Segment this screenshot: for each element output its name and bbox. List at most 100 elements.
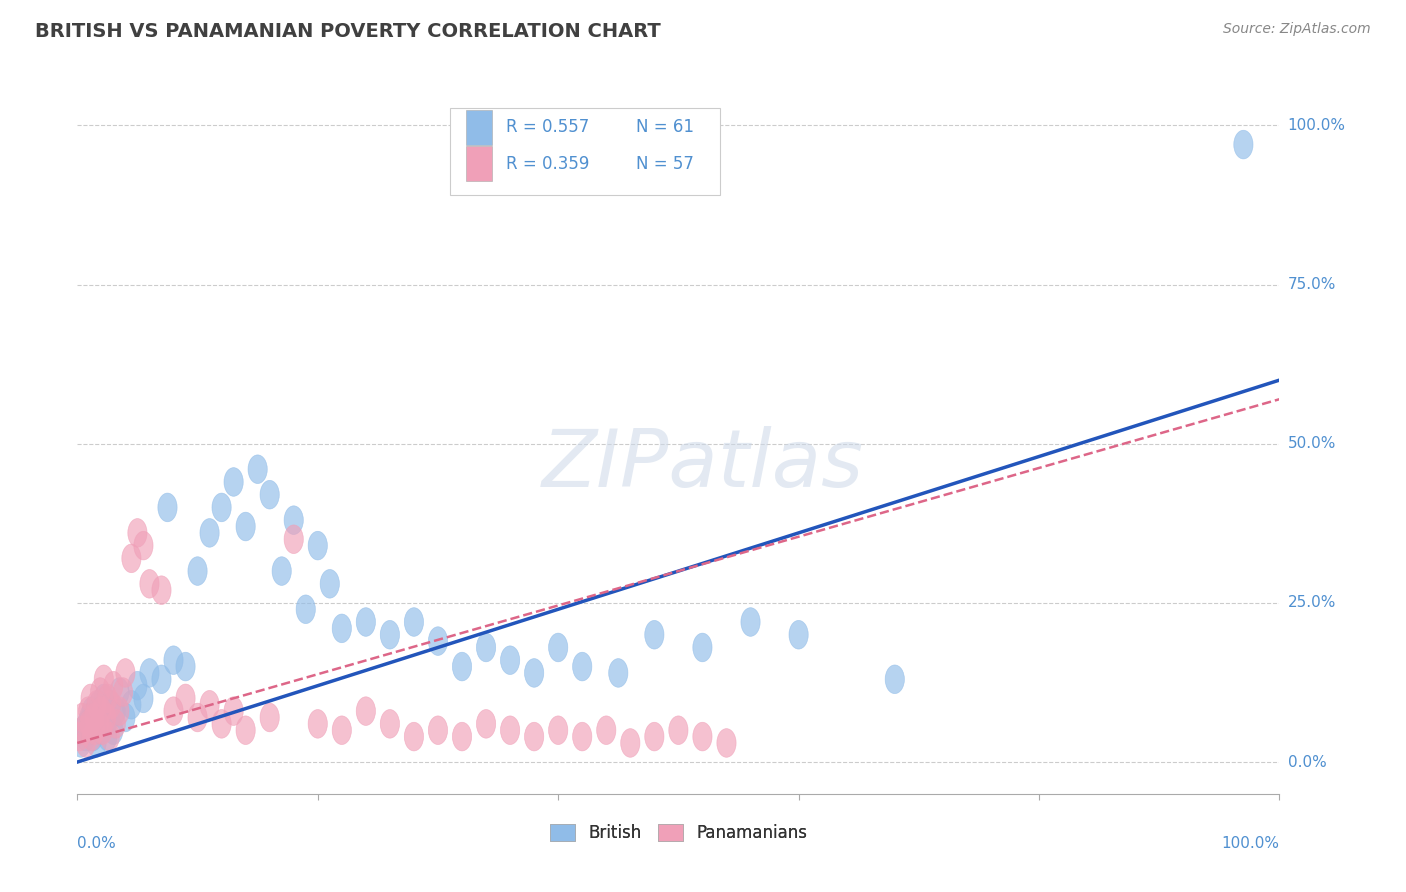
Ellipse shape <box>73 703 91 731</box>
Ellipse shape <box>572 652 592 681</box>
Ellipse shape <box>72 729 90 757</box>
Text: R = 0.359: R = 0.359 <box>506 154 591 173</box>
Ellipse shape <box>83 723 103 751</box>
Text: N = 57: N = 57 <box>637 154 695 173</box>
Ellipse shape <box>284 524 304 554</box>
Ellipse shape <box>645 723 664 751</box>
Ellipse shape <box>115 658 135 687</box>
Ellipse shape <box>94 684 114 713</box>
Ellipse shape <box>76 729 96 757</box>
Ellipse shape <box>101 690 121 719</box>
Text: 0.0%: 0.0% <box>1288 755 1326 770</box>
Text: Source: ZipAtlas.com: Source: ZipAtlas.com <box>1223 22 1371 37</box>
Ellipse shape <box>73 716 93 745</box>
Ellipse shape <box>356 607 375 636</box>
Ellipse shape <box>90 709 108 739</box>
Ellipse shape <box>104 672 122 700</box>
FancyBboxPatch shape <box>450 108 720 195</box>
Ellipse shape <box>212 709 231 739</box>
Ellipse shape <box>200 518 219 547</box>
Ellipse shape <box>134 532 153 560</box>
Ellipse shape <box>89 703 107 731</box>
Ellipse shape <box>247 455 267 483</box>
Ellipse shape <box>128 672 148 700</box>
Text: R = 0.557: R = 0.557 <box>506 119 589 136</box>
Ellipse shape <box>86 709 105 739</box>
Ellipse shape <box>380 621 399 649</box>
Ellipse shape <box>284 506 304 534</box>
Ellipse shape <box>115 703 135 731</box>
Ellipse shape <box>82 723 101 751</box>
Ellipse shape <box>453 723 471 751</box>
Ellipse shape <box>308 532 328 560</box>
Ellipse shape <box>224 467 243 496</box>
Ellipse shape <box>405 723 423 751</box>
Ellipse shape <box>260 703 280 731</box>
FancyBboxPatch shape <box>465 146 492 181</box>
Ellipse shape <box>84 703 104 731</box>
Ellipse shape <box>176 652 195 681</box>
Ellipse shape <box>98 723 117 751</box>
Ellipse shape <box>212 493 231 522</box>
Ellipse shape <box>97 703 115 731</box>
Ellipse shape <box>405 607 423 636</box>
Ellipse shape <box>122 690 141 719</box>
Ellipse shape <box>572 723 592 751</box>
Ellipse shape <box>429 627 447 656</box>
Ellipse shape <box>104 716 122 745</box>
Ellipse shape <box>80 703 98 731</box>
Ellipse shape <box>122 544 141 573</box>
Ellipse shape <box>110 678 129 706</box>
Ellipse shape <box>321 569 339 599</box>
Ellipse shape <box>645 621 664 649</box>
Ellipse shape <box>87 690 107 719</box>
Ellipse shape <box>308 709 328 739</box>
Ellipse shape <box>128 518 148 547</box>
Ellipse shape <box>134 684 153 713</box>
Text: 50.0%: 50.0% <box>1288 436 1336 451</box>
Ellipse shape <box>70 723 90 751</box>
Ellipse shape <box>107 697 125 725</box>
Ellipse shape <box>93 716 112 745</box>
Ellipse shape <box>165 646 183 674</box>
Text: BRITISH VS PANAMANIAN POVERTY CORRELATION CHART: BRITISH VS PANAMANIAN POVERTY CORRELATIO… <box>35 22 661 41</box>
Ellipse shape <box>524 658 544 687</box>
Ellipse shape <box>82 684 100 713</box>
Ellipse shape <box>79 697 98 725</box>
Ellipse shape <box>297 595 315 624</box>
Ellipse shape <box>477 709 496 739</box>
Ellipse shape <box>717 729 737 757</box>
Ellipse shape <box>429 716 447 745</box>
Ellipse shape <box>609 658 628 687</box>
Ellipse shape <box>453 652 471 681</box>
Ellipse shape <box>693 633 711 662</box>
Ellipse shape <box>82 716 100 745</box>
Ellipse shape <box>94 665 114 694</box>
Text: ZIPatlas: ZIPatlas <box>541 425 863 504</box>
Ellipse shape <box>86 716 105 745</box>
Text: 100.0%: 100.0% <box>1288 118 1346 133</box>
Legend: British, Panamanians: British, Panamanians <box>543 817 814 848</box>
Ellipse shape <box>91 697 111 725</box>
Ellipse shape <box>356 697 375 725</box>
Ellipse shape <box>165 697 183 725</box>
Ellipse shape <box>97 709 115 739</box>
Text: 0.0%: 0.0% <box>77 836 117 851</box>
Ellipse shape <box>91 716 111 745</box>
Text: 75.0%: 75.0% <box>1288 277 1336 292</box>
Ellipse shape <box>224 697 243 725</box>
Ellipse shape <box>741 607 761 636</box>
Ellipse shape <box>273 557 291 585</box>
Ellipse shape <box>332 716 352 745</box>
Ellipse shape <box>82 697 101 725</box>
Ellipse shape <box>669 716 688 745</box>
Text: 25.0%: 25.0% <box>1288 596 1336 610</box>
Ellipse shape <box>524 723 544 751</box>
Ellipse shape <box>548 716 568 745</box>
Ellipse shape <box>693 723 711 751</box>
Ellipse shape <box>87 729 107 757</box>
Ellipse shape <box>188 703 207 731</box>
Ellipse shape <box>100 703 120 731</box>
Ellipse shape <box>236 716 256 745</box>
Ellipse shape <box>114 678 132 706</box>
